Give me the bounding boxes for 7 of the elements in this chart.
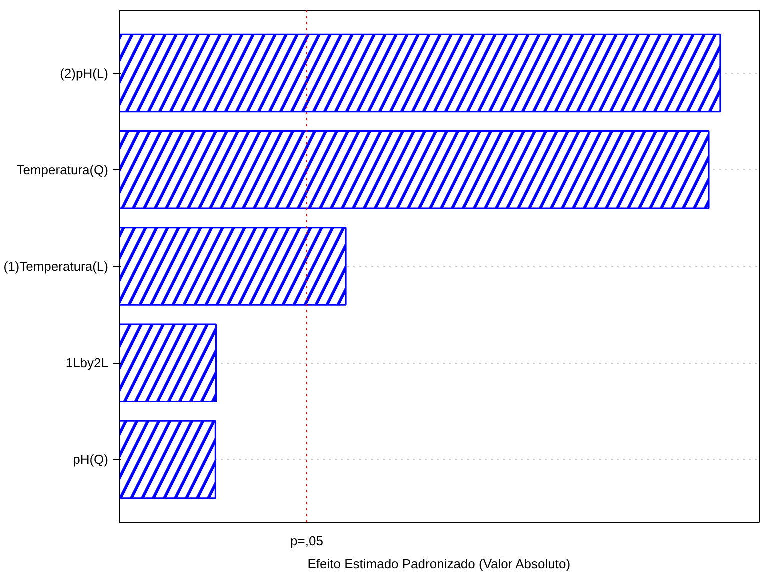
- y-tick-label: (2)pH(L): [60, 66, 109, 81]
- y-tick-label: 1Lby2L: [66, 356, 109, 371]
- y-tick-label: (1)Temperatura(L): [4, 259, 109, 274]
- x-axis-title: Efeito Estimado Padronizado (Valor Absoluto): [308, 556, 571, 572]
- y-tick-label: pH(Q): [73, 452, 108, 468]
- ref-line-label: p=,05: [290, 534, 324, 548]
- y-tick-label: Temperatura(Q): [16, 162, 108, 178]
